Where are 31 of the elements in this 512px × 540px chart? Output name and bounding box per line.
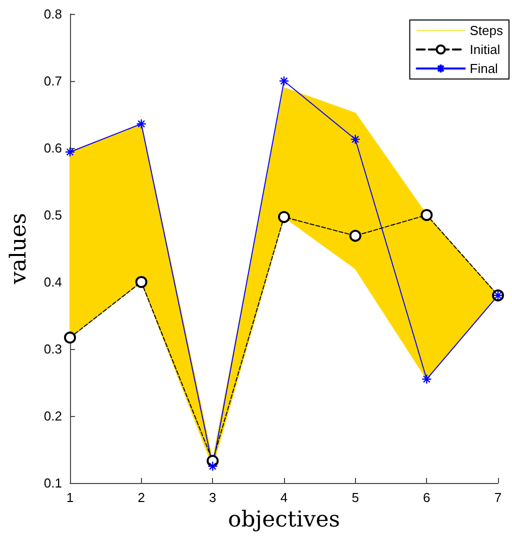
point: [208, 461, 218, 472]
x-tick-label: 6: [423, 490, 430, 505]
point: [420, 209, 433, 221]
point: [349, 230, 362, 242]
point: [422, 374, 432, 384]
x-tick-label: 4: [280, 490, 288, 505]
y-tick-label: 0.2: [44, 408, 62, 424]
point: [64, 332, 76, 344]
x-tick-label: 2: [138, 490, 145, 505]
legend-label: Steps: [470, 23, 504, 38]
point: [278, 76, 290, 86]
y-axis-title: values: [6, 212, 32, 286]
legend-label: Final: [470, 61, 498, 76]
y-tick-label: 0.3: [44, 342, 62, 356]
y-tick-label: 0.7: [44, 74, 62, 88]
point: [136, 118, 146, 129]
point: [64, 146, 76, 158]
x-axis-title: objectives: [228, 508, 340, 532]
x-tick-label: 5: [352, 490, 359, 505]
legend-label: Initial: [470, 42, 500, 57]
y-tick-label: 0.5: [44, 208, 62, 222]
point: [278, 211, 290, 224]
y-tick-label: 0.6: [44, 140, 62, 156]
y-tick-label: 0.8: [44, 6, 62, 22]
point: [350, 134, 360, 144]
x-tick-label: 7: [494, 490, 502, 505]
x-tick-label: 3: [209, 490, 216, 505]
y-tick-label: 0.1: [44, 476, 62, 490]
x-tick-label: 1: [66, 490, 74, 505]
point: [135, 276, 148, 288]
y-tick-label: 0.4: [44, 274, 62, 290]
